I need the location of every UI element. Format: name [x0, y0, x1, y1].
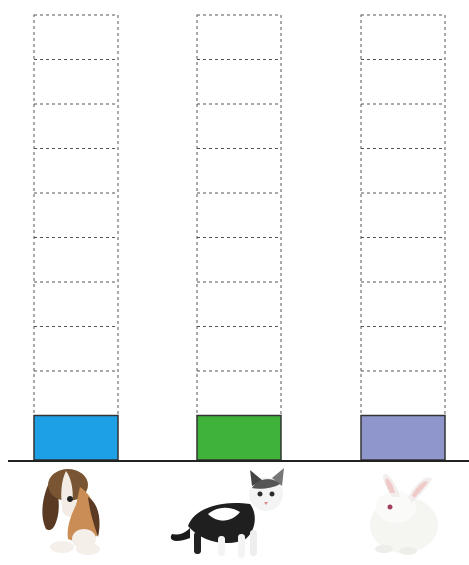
cat-icon	[170, 468, 284, 558]
bar-rabbit	[360, 414, 446, 461]
rabbit-icon	[370, 474, 438, 555]
bar-cat	[196, 414, 282, 461]
dog-icon	[42, 469, 100, 555]
bar-dog	[33, 414, 119, 461]
